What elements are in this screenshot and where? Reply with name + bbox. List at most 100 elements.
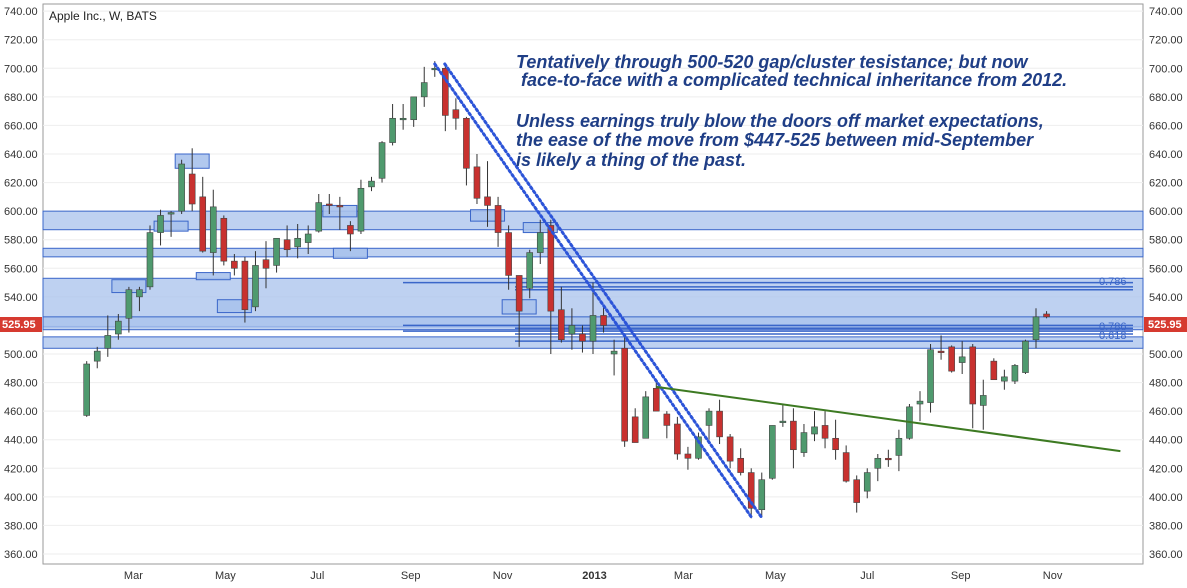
y-tick-label-left: 380.00 xyxy=(4,520,38,532)
candle-body xyxy=(399,117,407,121)
x-tick-label: 2013 xyxy=(582,570,606,582)
candle-body xyxy=(315,202,323,232)
candle-body xyxy=(674,423,681,455)
candle-body xyxy=(484,196,491,206)
candle-body xyxy=(705,410,713,426)
candle-body xyxy=(652,387,660,412)
y-tick-label-left: 680.00 xyxy=(4,92,38,104)
candle-body xyxy=(463,117,470,169)
y-tick-label-left: 600.00 xyxy=(4,206,38,218)
candle-body xyxy=(589,315,597,342)
candle-body xyxy=(716,410,723,438)
candle-body xyxy=(473,166,481,199)
candle-body xyxy=(726,436,734,462)
candle-body xyxy=(378,142,386,179)
fib-label-lower: 0.618 xyxy=(1099,330,1127,342)
y-tick-label-left: 580.00 xyxy=(4,235,38,247)
y-tick-label-left: 540.00 xyxy=(4,292,38,304)
annotation-line-1: Tentatively through 500-520 gap/cluster … xyxy=(516,52,1028,72)
y-tick-label-right: 580.00 xyxy=(1149,235,1183,247)
y-tick-label-left: 660.00 xyxy=(4,120,38,132)
y-tick-label-right: 560.00 xyxy=(1149,263,1183,275)
candle-body xyxy=(220,217,228,262)
candle-body xyxy=(1032,316,1040,341)
candle-body xyxy=(863,472,871,492)
x-tick-label: Jul xyxy=(310,570,324,582)
y-tick-label-right: 460.00 xyxy=(1149,406,1183,418)
downtrend-dotted-line xyxy=(433,62,753,519)
y-tick-label-right: 400.00 xyxy=(1149,492,1183,504)
candle-body xyxy=(832,437,839,451)
candle-body xyxy=(304,233,312,243)
annotation-block: Tentatively through 500-520 gap/cluster … xyxy=(516,52,1067,170)
y-tick-label-right: 440.00 xyxy=(1149,435,1183,447)
y-tick-label-left: 420.00 xyxy=(4,463,38,475)
candle-body xyxy=(336,205,344,208)
candle-body xyxy=(241,260,249,311)
y-tick-label-right: 640.00 xyxy=(1149,149,1183,161)
candle-body xyxy=(937,350,945,353)
downtrend-dotted-line xyxy=(443,62,763,519)
candle-body xyxy=(558,309,565,341)
candle-body xyxy=(990,360,998,381)
y-tick-label-right: 500.00 xyxy=(1149,349,1183,361)
candle-body xyxy=(684,453,692,459)
x-tick-label: May xyxy=(215,570,236,582)
x-axis: Mar May Jul Sep Nov 2013 Mar May Jul Sep Nov xyxy=(124,570,1063,582)
candle-body xyxy=(927,349,934,403)
y-tick-label-left: 720.00 xyxy=(4,35,38,47)
annotation-line-2: face-to-face with a complicated technica… xyxy=(516,70,1067,90)
candle-body xyxy=(800,432,808,453)
chart-title: Apple Inc., W, BATS xyxy=(49,9,157,23)
candle-body xyxy=(779,420,787,423)
candle-body xyxy=(1001,376,1008,382)
candle-body xyxy=(262,259,270,269)
candle-body xyxy=(104,335,112,349)
x-tick-label: Mar xyxy=(674,570,693,582)
y-tick-label-left: 480.00 xyxy=(4,378,38,390)
candle-body xyxy=(737,457,744,473)
x-tick-label: May xyxy=(765,570,786,582)
candle-body xyxy=(357,187,365,232)
y-tick-label-left: 440.00 xyxy=(4,435,38,447)
candle-body xyxy=(294,237,301,248)
fib-labels: 0.786 0.786 0.618 xyxy=(1099,276,1127,342)
candle-body xyxy=(790,420,797,451)
price-badge-left-label: 525.95 xyxy=(2,319,36,331)
candle-body xyxy=(442,67,449,116)
y-tick-label-right: 360.00 xyxy=(1149,549,1183,561)
candle-body xyxy=(811,426,818,435)
candle-body xyxy=(526,252,534,289)
candle-body xyxy=(178,163,185,212)
resistance-zone xyxy=(42,210,1144,231)
candle-body xyxy=(610,350,618,355)
y-tick-label-left: 560.00 xyxy=(4,263,38,275)
candle-body xyxy=(157,215,164,233)
y-tick-label-right: 740.00 xyxy=(1149,6,1183,18)
candle-body xyxy=(231,260,238,269)
candle-body xyxy=(579,333,586,342)
candle-body xyxy=(188,173,196,205)
candle-body xyxy=(515,275,523,312)
candle-body xyxy=(969,346,977,405)
x-tick-label: Nov xyxy=(493,570,513,582)
candle-body xyxy=(536,232,544,253)
candle-body xyxy=(420,82,428,98)
candle-body xyxy=(326,203,333,206)
y-tick-label-right: 680.00 xyxy=(1149,92,1183,104)
y-tick-label-right: 600.00 xyxy=(1149,206,1183,218)
x-tick-label: Jul xyxy=(860,570,874,582)
y-tick-label-left: 700.00 xyxy=(4,63,38,75)
candle-body xyxy=(347,225,354,235)
candle-body xyxy=(199,196,207,252)
candle-body xyxy=(1043,313,1050,318)
y-tick-label-left: 620.00 xyxy=(4,178,38,190)
trendlines-layer xyxy=(433,62,1121,519)
y-tick-label-left: 740.00 xyxy=(4,6,38,18)
y-tick-label-left: 460.00 xyxy=(4,406,38,418)
candle-body xyxy=(273,237,280,266)
candle-body xyxy=(874,457,882,469)
y-tick-label-right: 480.00 xyxy=(1149,378,1183,390)
y-tick-label-right: 380.00 xyxy=(1149,520,1183,532)
